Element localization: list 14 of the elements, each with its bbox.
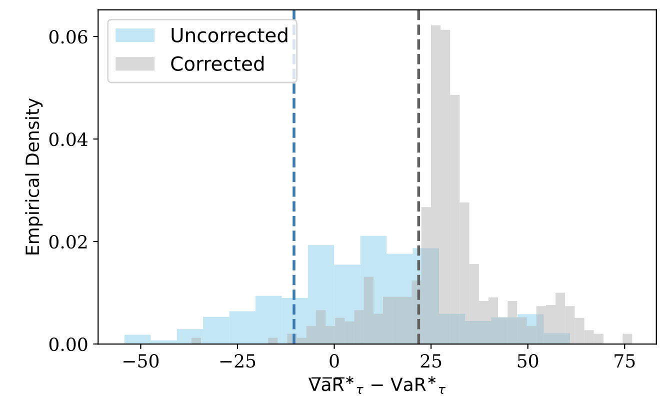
x-tick-label: 50 — [518, 354, 538, 368]
y-axis-title: Empirical Density — [25, 98, 43, 254]
x-tick-label: −25 — [220, 354, 256, 368]
y-tick-label: 0.00 — [49, 337, 88, 352]
legend-label: Uncorrected — [172, 27, 288, 42]
x-tick-label: 75 — [614, 354, 635, 368]
legend-label: Corrected — [171, 56, 264, 71]
x-tick-label: −50 — [124, 354, 159, 368]
y-tick-label: 0.04 — [49, 132, 88, 146]
y-tick-label: 0.06 — [49, 30, 88, 44]
x-tick-label: 25 — [420, 354, 442, 368]
x-axis-title: V̅a̅R̅$^{∗}$$_{τ}$ − VaR$^{∗}$$_{τ}$ — [308, 376, 446, 394]
x-tick-label: 0 — [330, 354, 339, 368]
y-tick-label: 0.02 — [49, 234, 87, 249]
